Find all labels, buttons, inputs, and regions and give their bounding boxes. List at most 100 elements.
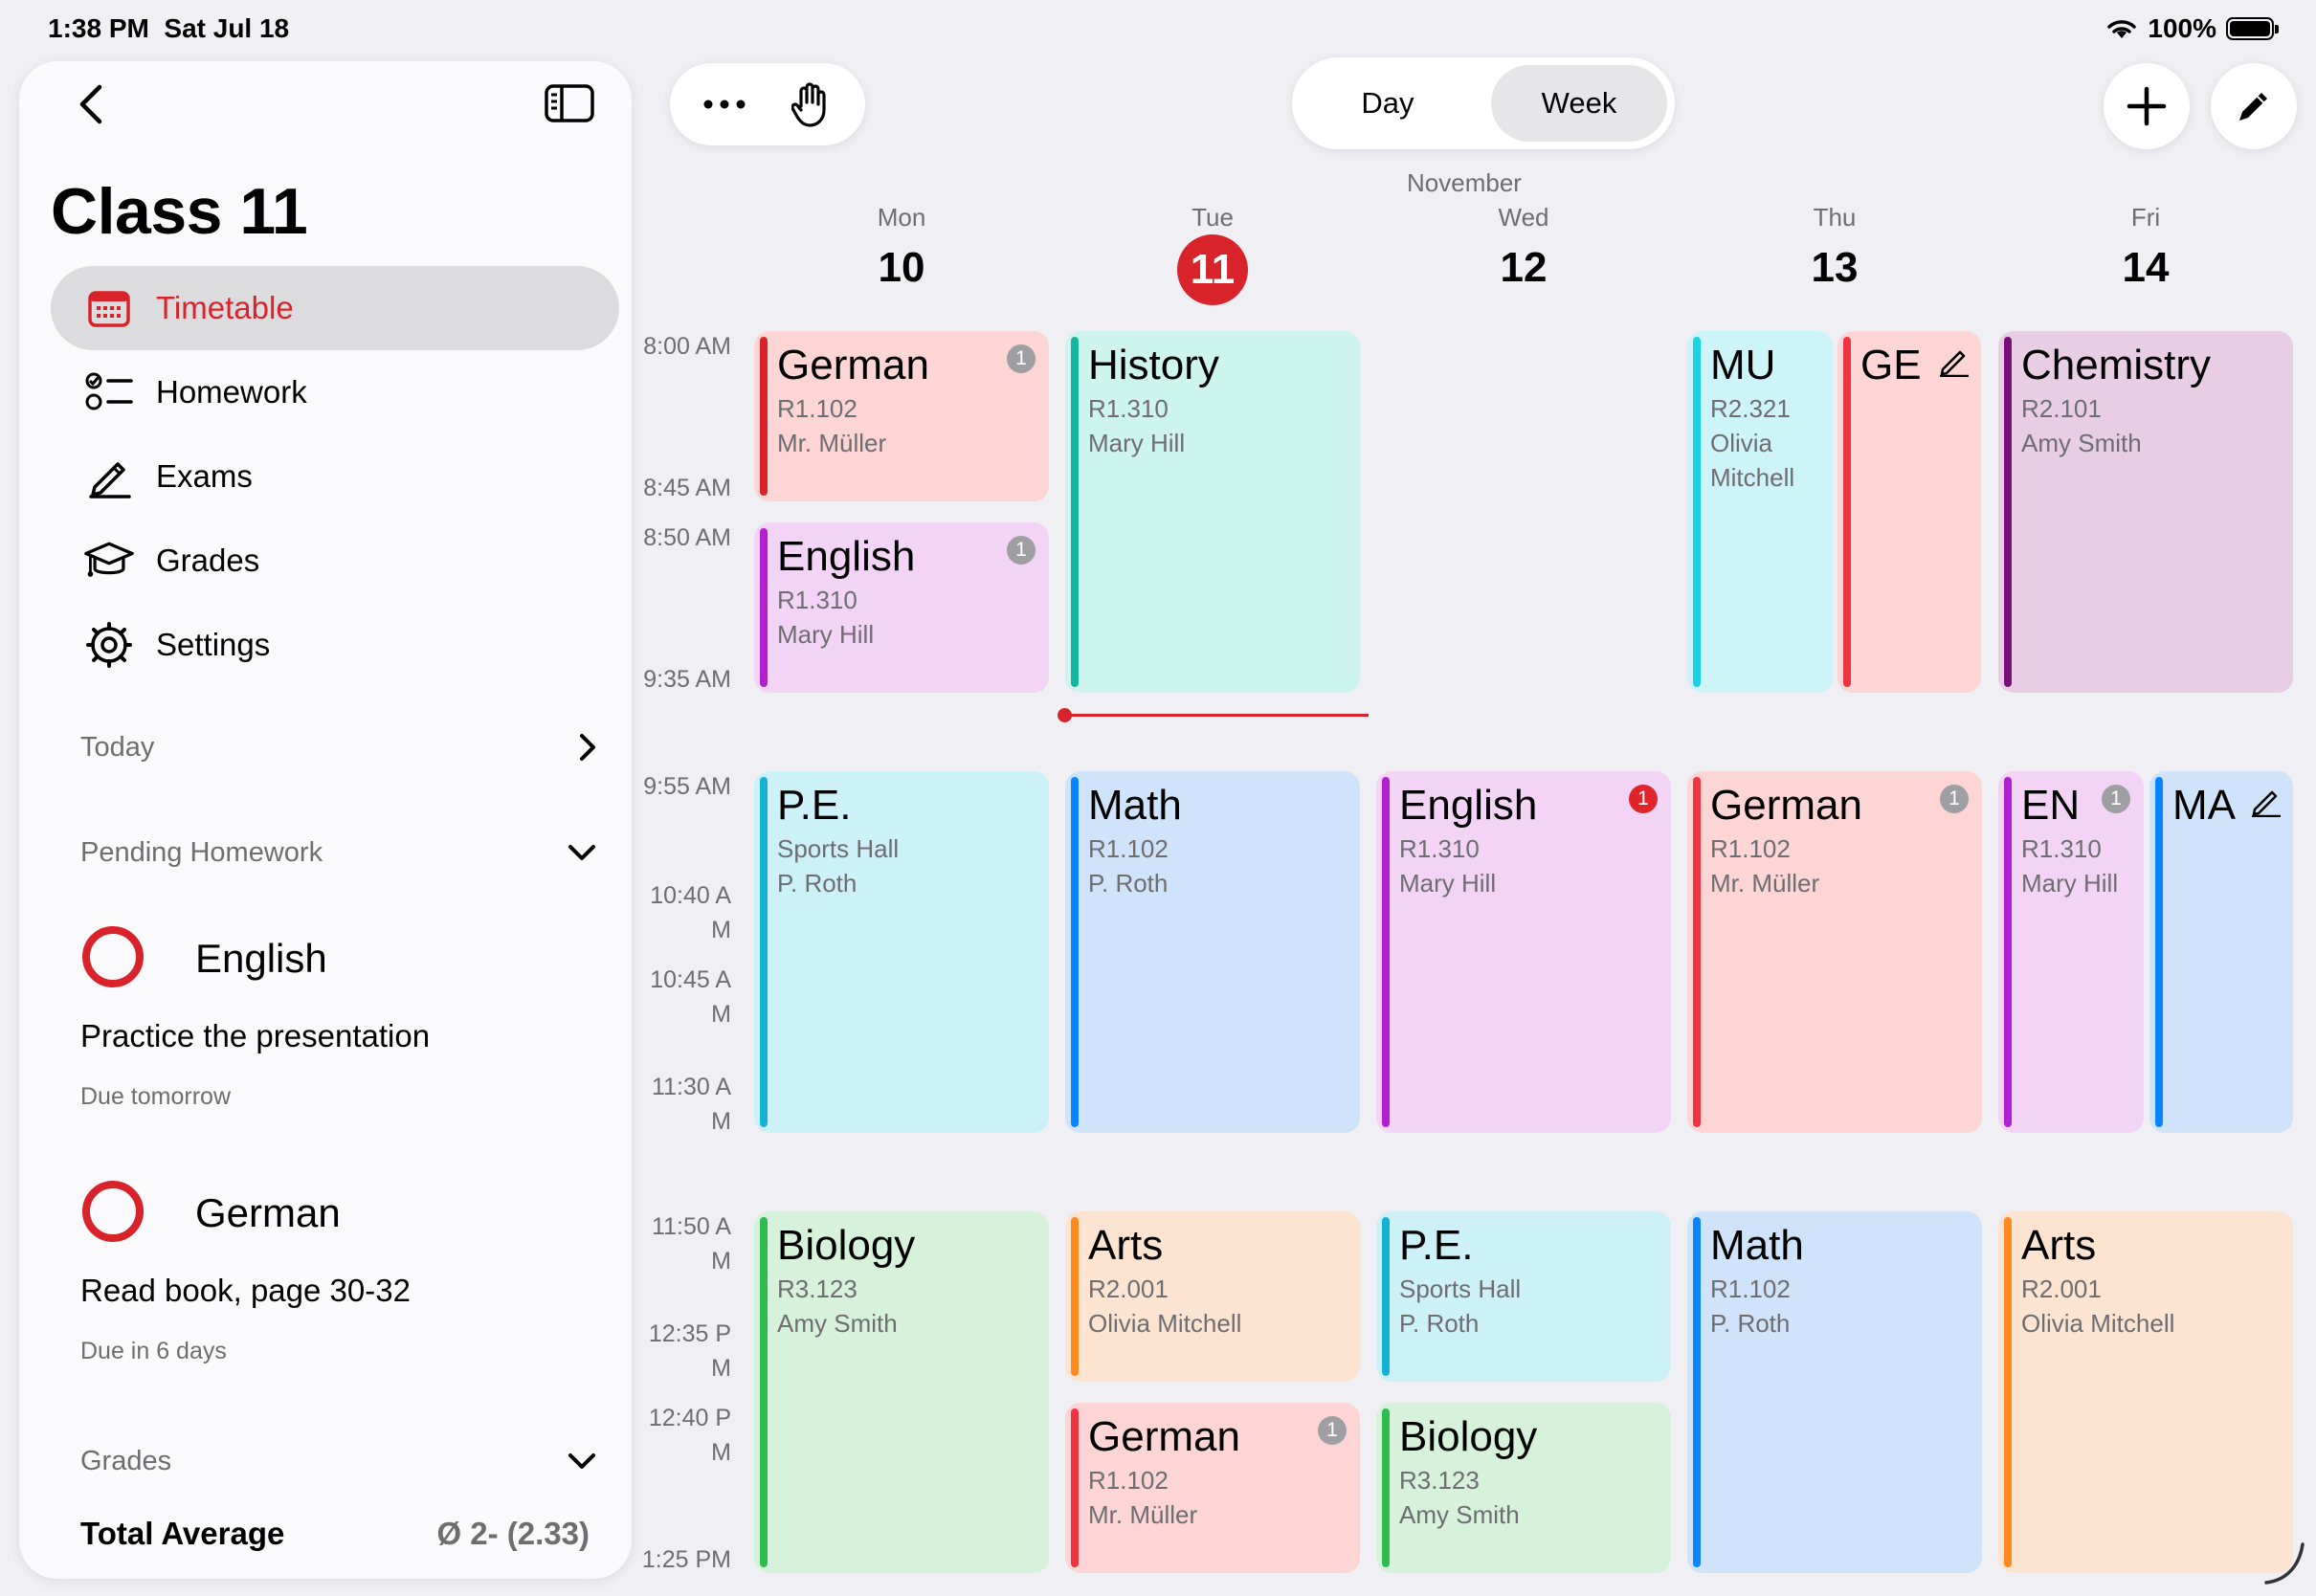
nav-label-settings: Settings	[156, 627, 271, 662]
day-header-mon[interactable]: Mon 10	[806, 203, 997, 292]
event-room: R1.102	[777, 393, 857, 423]
event-badge: 1	[1007, 536, 1036, 565]
event-subject: P.E.	[1399, 1222, 1474, 1269]
event-card[interactable]: History R1.310 Mary Hill	[1065, 331, 1360, 693]
day-view-button[interactable]: Day	[1361, 86, 1414, 120]
view-segmented-control: Day Week	[1292, 57, 1675, 149]
resize-handle-icon[interactable]	[2260, 1539, 2306, 1586]
time-label: 10:45 A M	[650, 966, 731, 1028]
back-button[interactable]	[67, 80, 115, 128]
event-card[interactable]: Biology R3.123 Amy Smith	[1376, 1403, 1671, 1573]
event-card[interactable]: P.E. Sports Hall P. Roth	[754, 771, 1049, 1133]
status-bar: 1:38 PM Sat Jul 18 100%	[0, 0, 2316, 57]
calendar-icon	[83, 282, 135, 334]
event-card[interactable]: Biology R3.123 Amy Smith	[754, 1211, 1049, 1573]
grades-label: Grades	[80, 1445, 172, 1476]
event-card[interactable]: GE	[1837, 331, 1981, 693]
add-button[interactable]	[2104, 63, 2190, 149]
event-color-bar	[1071, 1217, 1079, 1376]
nav-label-timetable: Timetable	[156, 290, 294, 325]
day-header-thu[interactable]: Thu 13	[1739, 203, 1930, 292]
event-room: R1.102	[1088, 833, 1169, 863]
event-teacher: P. Roth	[1710, 1308, 1791, 1338]
pending-homework-section[interactable]: Pending Homework	[80, 829, 597, 876]
event-room: R1.310	[2021, 833, 2102, 863]
event-color-bar	[1071, 1408, 1079, 1567]
pencil-icon	[83, 451, 135, 502]
event-subject: Chemistry	[2021, 342, 2212, 388]
event-card[interactable]: Arts R2.001 Olivia Mitchell	[1065, 1211, 1360, 1382]
more-button[interactable]	[681, 63, 768, 145]
day-name: Tue	[1191, 203, 1234, 232]
event-badge: 1	[2102, 785, 2130, 813]
checklist-icon	[83, 366, 135, 418]
status-date: Sat Jul 18	[164, 13, 290, 43]
homework-task: Practice the presentation	[80, 1018, 431, 1053]
day-number: 13	[1811, 244, 1859, 291]
sidebar-icon	[545, 84, 594, 122]
event-card[interactable]: P.E. Sports Hall P. Roth	[1376, 1211, 1671, 1382]
day-name: Thu	[1813, 203, 1857, 232]
event-color-bar	[2004, 1217, 2012, 1567]
day-number: 14	[2122, 244, 2170, 291]
homework-task: Read book, page 30-32	[80, 1273, 411, 1308]
nav-item-grades[interactable]: Grades	[51, 519, 619, 603]
event-color-bar	[1382, 777, 1390, 1127]
time-label: 8:45 AM	[643, 475, 731, 501]
event-card[interactable]: English R1.310 Mary Hill 1	[754, 522, 1049, 693]
time-label: 9:55 AM	[643, 773, 731, 800]
event-card[interactable]: EN R1.310 Mary Hill 1	[1998, 771, 2144, 1133]
event-subject: P.E.	[777, 782, 852, 829]
event-room: R2.101	[2021, 393, 2102, 423]
event-teacher: P. Roth	[1088, 868, 1169, 898]
event-room: R1.310	[777, 585, 857, 614]
event-card[interactable]: MU R2.321 Olivia Mitchell	[1687, 331, 1833, 693]
event-card[interactable]: German R1.102 Mr. Müller 1	[1687, 771, 1982, 1133]
today-label: Today	[80, 731, 155, 763]
event-subject: English	[777, 533, 916, 580]
event-card[interactable]: German R1.102 Mr. Müller 1	[1065, 1403, 1360, 1573]
event-card[interactable]: Math R1.102 P. Roth	[1065, 771, 1360, 1133]
grades-section[interactable]: Grades	[80, 1437, 597, 1485]
event-teacher: Mr. Müller	[1088, 1499, 1198, 1529]
chevron-down-icon	[568, 1453, 595, 1469]
event-teacher: P. Roth	[777, 868, 857, 898]
today-section[interactable]: Today	[80, 723, 597, 771]
hand-tool-button[interactable]	[768, 63, 854, 145]
event-card[interactable]: Math R1.102 P. Roth	[1687, 1211, 1982, 1573]
homework-subject: English	[195, 936, 327, 981]
nav-item-settings[interactable]: Settings	[51, 603, 619, 687]
edit-pencil-icon	[1940, 350, 1969, 377]
day-name: Fri	[2130, 203, 2161, 232]
event-card[interactable]: English R1.310 Mary Hill 1	[1376, 771, 1671, 1133]
event-card[interactable]: Chemistry R2.101 Amy Smith	[1998, 331, 2293, 693]
edit-button[interactable]	[2211, 63, 2297, 149]
day-header-tue[interactable]: Tue 11	[1117, 203, 1308, 305]
nav-item-timetable[interactable]: Timetable	[51, 266, 619, 350]
total-average-row: Total Average Ø 2- (2.33)	[80, 1516, 590, 1552]
total-average-label: Total Average	[80, 1516, 285, 1551]
ellipsis-icon	[703, 100, 746, 109]
event-color-bar	[1843, 337, 1851, 687]
day-header-fri[interactable]: Fri 14	[2050, 203, 2241, 292]
event-teacher: Mr. Müller	[777, 428, 887, 457]
event-card[interactable]: MA	[2149, 771, 2293, 1133]
event-subject: German	[1710, 782, 1862, 829]
status-clock: 1:38 PM	[48, 13, 149, 43]
event-subject: Biology	[1399, 1413, 1538, 1460]
nav-item-homework[interactable]: Homework	[51, 350, 619, 434]
nav-item-exams[interactable]: Exams	[51, 434, 619, 519]
day-header-wed[interactable]: Wed 12	[1428, 203, 1619, 292]
event-room: R1.102	[1088, 1465, 1169, 1495]
event-card[interactable]: Arts R2.001 Olivia Mitchell	[1998, 1211, 2293, 1573]
sidebar-toggle-button[interactable]	[544, 82, 595, 124]
plus-icon	[2127, 86, 2167, 126]
homework-checkbox[interactable]	[82, 1181, 144, 1242]
homework-checkbox[interactable]	[82, 926, 144, 987]
week-view-button[interactable]: Week	[1491, 65, 1667, 142]
time-label: 8:00 AM	[643, 333, 731, 360]
event-subject: German	[777, 342, 929, 388]
event-color-bar	[1693, 1217, 1701, 1567]
event-card[interactable]: German R1.102 Mr. Müller 1	[754, 331, 1049, 501]
event-badge: 1	[1940, 785, 1969, 813]
